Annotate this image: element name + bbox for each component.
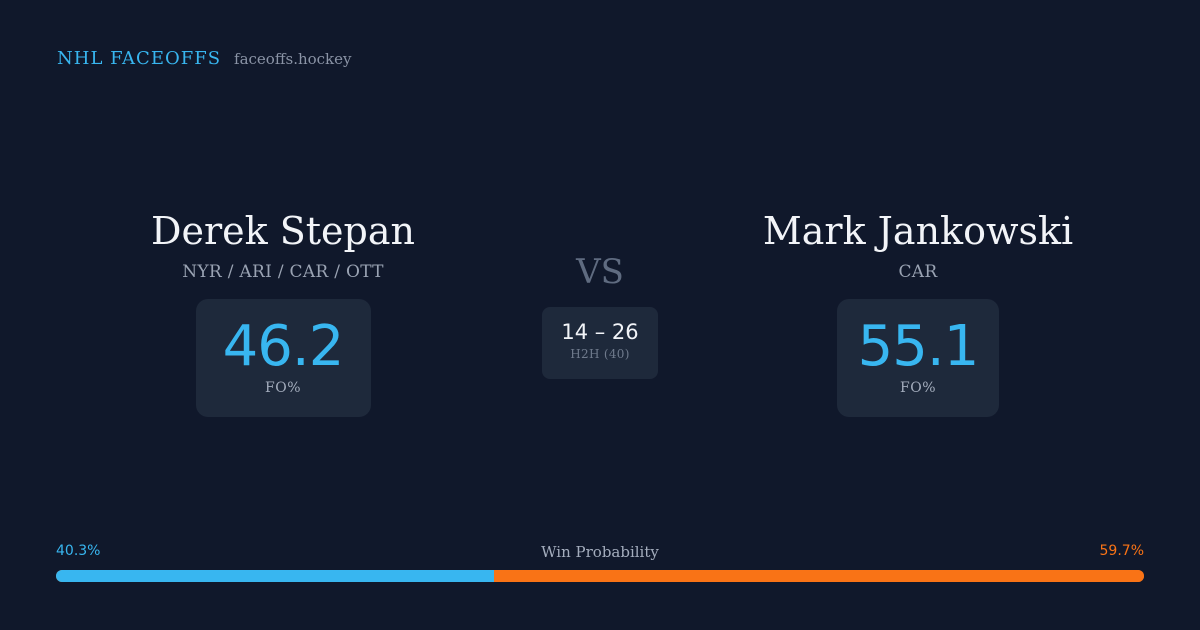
player-name: Mark Jankowski: [762, 209, 1074, 253]
win-probability-labels: 40.3% Win Probability 59.7%: [56, 543, 1144, 563]
win-probability-title: Win Probability: [541, 543, 659, 561]
win-probability-bar: [56, 570, 1144, 582]
faceoff-percentage-label: FO%: [265, 380, 301, 396]
win-probability-left-value: 40.3%: [56, 543, 101, 559]
player-right: Mark Jankowski CAR 55.1 FO%: [688, 205, 1148, 417]
faceoff-percentage-value: 46.2: [222, 314, 345, 379]
faceoff-percentage-value: 55.1: [857, 314, 980, 379]
brand-header: NHL FACEOFFS faceoffs.hockey: [57, 48, 352, 69]
faceoff-percentage-label: FO%: [900, 380, 936, 396]
head-to-head-card: 14 – 26 H2H (40): [542, 307, 658, 379]
player-teams: CAR: [898, 262, 938, 282]
brand-domain: faceoffs.hockey: [234, 50, 352, 68]
faceoff-stat-card: 55.1 FO%: [837, 299, 999, 417]
versus-label: VS: [576, 252, 624, 292]
win-probability-right-fill: [494, 570, 1144, 582]
player-left: Derek Stepan NYR / ARI / CAR / OTT 46.2 …: [53, 205, 513, 417]
head-to-head-label: H2H (40): [570, 347, 630, 361]
faceoff-stat-card: 46.2 FO%: [195, 299, 371, 417]
win-probability-left-fill: [56, 570, 495, 582]
brand-title: NHL FACEOFFS: [57, 48, 222, 69]
head-to-head-score: 14 – 26: [561, 320, 639, 344]
player-name: Derek Stepan: [151, 209, 415, 253]
win-probability-right-value: 59.7%: [1099, 543, 1144, 559]
player-teams: NYR / ARI / CAR / OTT: [182, 262, 384, 282]
